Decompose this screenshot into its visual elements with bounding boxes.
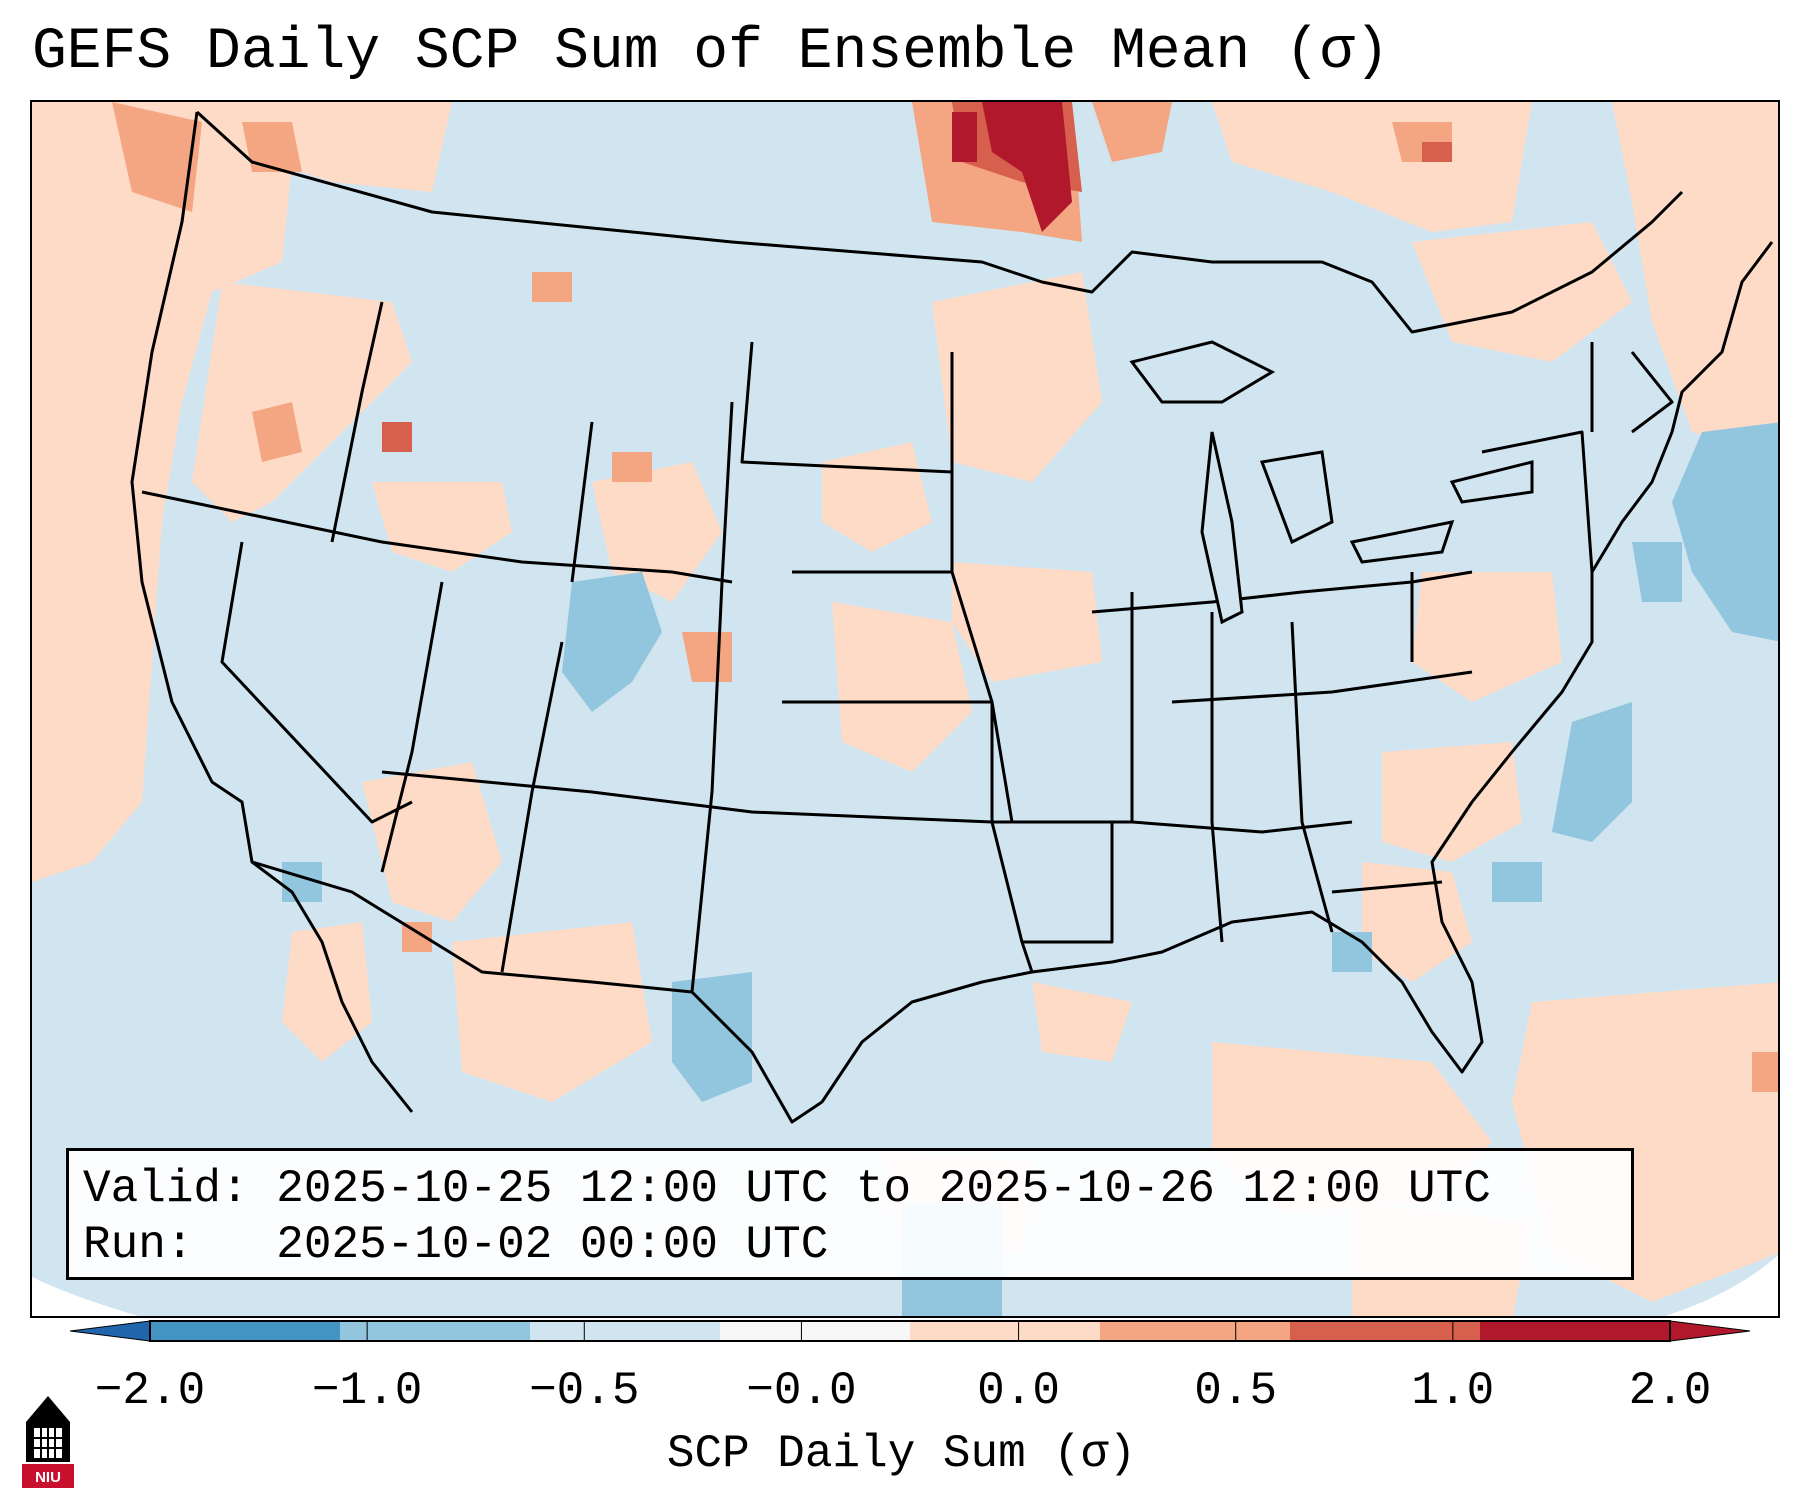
colorbar-under-extension <box>70 1320 151 1342</box>
colorbar-over-extension <box>1669 1320 1750 1342</box>
run-label: Run: <box>83 1219 194 1271</box>
university-tower-icon: NIU <box>22 1396 74 1488</box>
run-value: 2025-10-02 00:00 UTC <box>276 1219 829 1271</box>
logo-text: NIU <box>35 1469 61 1486</box>
map-panel <box>30 100 1780 1318</box>
boundary-lines <box>130 110 1774 1124</box>
colorbar-tick-label: 0.0 <box>977 1365 1060 1417</box>
valid-value: 2025-10-25 12:00 UTC to 2025-10-26 12:00… <box>276 1163 1491 1215</box>
map-title: GEFS Daily SCP Sum of Ensemble Mean (σ) <box>32 20 1390 85</box>
map-canvas <box>32 102 1778 1316</box>
colorbar-tick-label: −0.0 <box>746 1365 857 1417</box>
colorbar-segment <box>150 1321 341 1341</box>
great-lakes <box>1129 340 1534 625</box>
colorbar-segment <box>340 1321 531 1341</box>
projection-edge-right <box>1665 1255 1778 1316</box>
colorbar <box>70 1320 1750 1342</box>
projection-edge-left <box>32 1277 139 1316</box>
colorbar-segment <box>1290 1321 1481 1341</box>
colorbar-tick-label: −2.0 <box>94 1365 206 1417</box>
colorbar-tick-label: 2.0 <box>1628 1365 1712 1417</box>
extreme-positive-anomaly-areas <box>952 102 1072 232</box>
colorbar-segment <box>720 1321 911 1341</box>
colorbar-segment <box>1480 1321 1671 1341</box>
colorbar-tick-label: 0.5 <box>1194 1365 1278 1417</box>
colorbar-segment <box>530 1321 721 1341</box>
colorbar-tick-label: 1.0 <box>1411 1365 1495 1417</box>
colorbar-tick-label: −1.0 <box>311 1365 423 1417</box>
valid-run-info-box: Valid: 2025-10-25 12:00 UTC to 2025-10-2… <box>66 1148 1634 1280</box>
colorbar-segment <box>1100 1321 1291 1341</box>
valid-label: Valid: <box>83 1163 249 1215</box>
colorbar-segment <box>910 1321 1101 1341</box>
colorbar-label: SCP Daily Sum (σ) <box>666 1428 1137 1480</box>
colorbar-tick-label: −0.5 <box>529 1365 640 1417</box>
